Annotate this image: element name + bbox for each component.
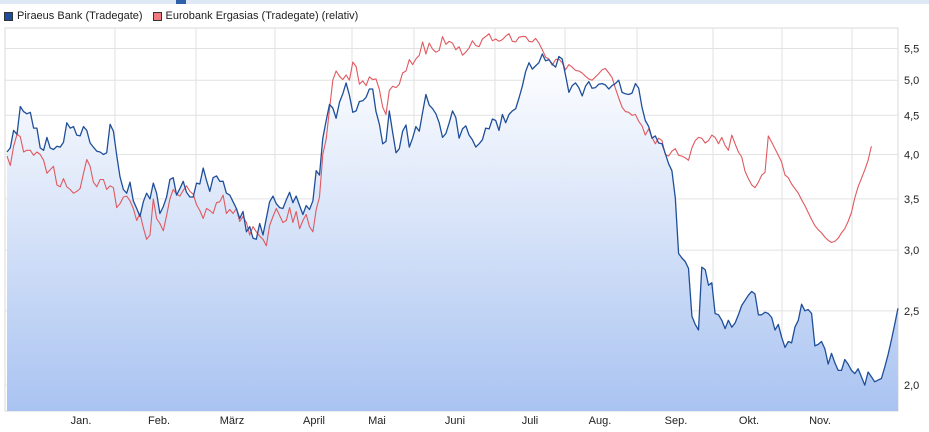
x-tick-label: Juli	[522, 415, 539, 427]
legend-label-piraeus: Piraeus Bank (Tradegate)	[17, 10, 143, 22]
top-border-marker	[176, 0, 186, 4]
x-tick-label: Mai	[368, 415, 386, 427]
x-tick-label: April	[303, 415, 325, 427]
legend-swatch-piraeus	[4, 11, 13, 21]
x-tick-label: Sep.	[665, 415, 688, 427]
legend-item-piraeus[interactable]: Piraeus Bank (Tradegate)	[4, 10, 143, 22]
legend-label-eurobank: Eurobank Ergasias (Tradegate) (relativ)	[165, 10, 359, 22]
series-line-piraeus	[6, 53, 899, 386]
y-tick-label: 4,5	[904, 110, 919, 122]
legend-swatch-eurobank	[152, 11, 162, 21]
x-tick-label: März	[220, 415, 244, 427]
x-tick-label: Jan.	[71, 415, 92, 427]
y-tick-label: 5,0	[904, 75, 919, 87]
y-tick-labels: 2,0 2,5 3,0 3,5 4,0 4,5 5,0 5,5	[904, 44, 919, 393]
y-tick-label: 3,5	[904, 194, 919, 206]
legend: Piraeus Bank (Tradegate) Eurobank Ergasi…	[4, 8, 368, 24]
legend-item-eurobank[interactable]: Eurobank Ergasias (Tradegate) (relativ)	[152, 10, 359, 22]
y-tick-label: 3,0	[904, 245, 919, 257]
y-tick-label: 2,5	[904, 306, 919, 318]
x-tick-label: Feb.	[148, 415, 170, 427]
x-tick-label: Juni	[445, 415, 465, 427]
x-tick-labels: Jan. Feb. März April Mai Juni Juli Aug. Sep. Okt.…	[71, 415, 831, 427]
series-lines	[6, 33, 899, 386]
x-tick-label: Okt.	[739, 415, 759, 427]
x-tick-label: Aug.	[589, 415, 612, 427]
top-border	[0, 0, 929, 4]
series-line-eurobank	[6, 33, 872, 247]
y-tick-label: 2,0	[904, 380, 919, 392]
x-tick-label: Nov.	[809, 415, 831, 427]
piraeus-area-fill	[7, 54, 898, 411]
y-tick-label: 5,5	[904, 44, 919, 56]
y-tick-label: 4,0	[904, 149, 919, 161]
